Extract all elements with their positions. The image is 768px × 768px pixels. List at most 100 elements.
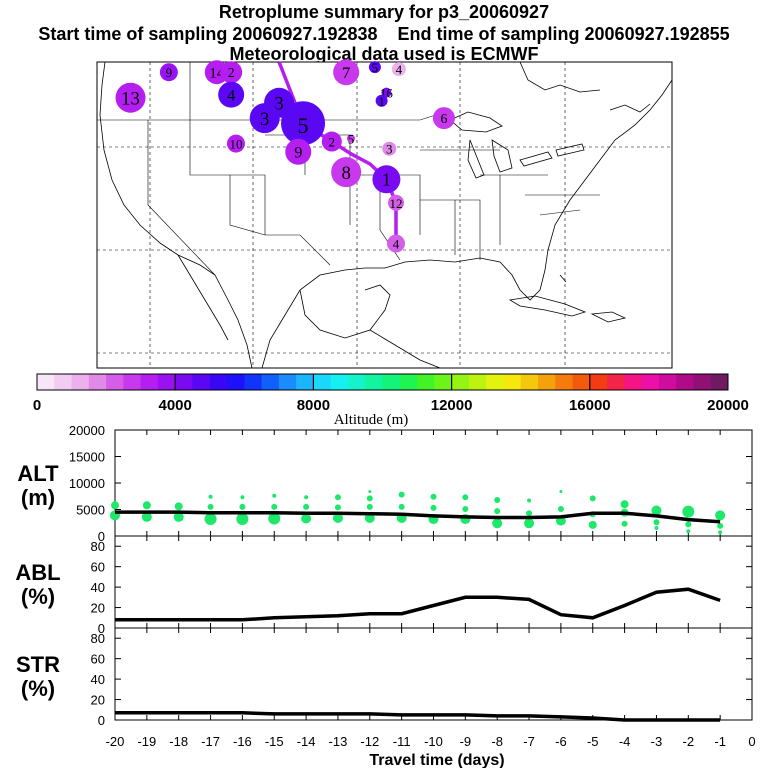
mean-altitude-line xyxy=(115,510,721,524)
x-tick-label: -9 xyxy=(460,734,472,749)
colorbar-segment xyxy=(140,374,159,390)
altitude-dot xyxy=(332,512,343,523)
colorbar-segment xyxy=(209,374,228,390)
colorbar-tick-label: 4000 xyxy=(159,397,192,414)
colorbar-tick-label: 0 xyxy=(33,397,41,414)
colorbar-segment xyxy=(157,374,176,390)
x-tick-label: -1 xyxy=(714,734,726,749)
colorbar-frame xyxy=(36,373,729,391)
map-gridlines xyxy=(97,62,672,368)
altitude-dot xyxy=(462,494,469,501)
y-tick-label: 20 xyxy=(91,601,105,616)
altitude-dot xyxy=(398,491,405,498)
altitude-dot xyxy=(494,496,501,503)
plume-marker-label: 12 xyxy=(390,196,403,211)
panel-label: STR xyxy=(16,652,60,677)
altitude-dot xyxy=(430,504,437,511)
plume-marker xyxy=(388,194,404,211)
colorbar-tick-label: 12000 xyxy=(431,397,473,414)
plume-marker xyxy=(226,134,245,153)
altitude-dot xyxy=(715,510,726,521)
colorbar-segment xyxy=(486,374,504,390)
colorbar-segment xyxy=(589,374,608,390)
altitude-dot xyxy=(208,494,213,499)
y-tick-label: 0 xyxy=(98,621,105,636)
colorbar-segment xyxy=(227,374,245,390)
plume-marker xyxy=(285,138,312,165)
altitude-colorbar xyxy=(36,373,729,391)
colorbar-segment xyxy=(468,374,487,390)
sampling-times: Start time of sampling 20060927.192838 E… xyxy=(0,24,768,44)
plume-marker xyxy=(368,61,381,74)
plume-marker xyxy=(375,94,388,107)
plume-marker-label: 3 xyxy=(260,109,269,130)
colorbar-segment xyxy=(296,374,314,390)
colorbar-segment xyxy=(278,374,297,390)
altitude-dot xyxy=(654,526,659,531)
x-tick-label: -13 xyxy=(329,734,348,749)
y-tick-label: 40 xyxy=(91,580,105,595)
colorbar-segment xyxy=(555,374,574,390)
plume-marker-label: 1 xyxy=(378,94,385,109)
x-tick-label: -3 xyxy=(651,734,663,749)
x-tick-label: -12 xyxy=(360,734,379,749)
plume-marker-label: 10 xyxy=(229,137,242,152)
colorbar-segment xyxy=(261,374,280,390)
panel-frame xyxy=(114,535,753,629)
plume-marker xyxy=(432,107,455,130)
colorbar-segment xyxy=(658,374,677,390)
plume-marker xyxy=(321,131,342,152)
plume-marker-label: 5 xyxy=(372,60,379,75)
altitude-dot xyxy=(717,522,724,529)
x-tick-label: -11 xyxy=(393,734,411,749)
colorbar-tick-label: 20000 xyxy=(707,397,749,414)
altitude-dot xyxy=(301,513,312,524)
colorbar-segment xyxy=(693,374,712,390)
x-tick-label: 0 xyxy=(748,734,755,749)
plume-marker-label: 1 xyxy=(382,170,391,190)
altitude-dot xyxy=(303,503,310,510)
x-tick-label: -16 xyxy=(233,734,252,749)
altitude-dot xyxy=(141,511,152,522)
map-coastlines xyxy=(99,61,673,369)
altitude-dot xyxy=(492,518,503,529)
plume-marker xyxy=(346,134,355,143)
plume-marker xyxy=(333,59,360,86)
y-tick-label: 0 xyxy=(98,529,105,544)
colorbar-segment xyxy=(520,374,539,390)
x-tick-label: -6 xyxy=(555,734,567,749)
x-tick-label: -17 xyxy=(201,734,220,749)
series-line xyxy=(115,711,721,722)
colorbar-segment xyxy=(330,374,349,390)
panel-abl: 0 20 40 60 80 ABL(%) xyxy=(15,535,753,636)
y-tick-label: 60 xyxy=(91,560,105,575)
altitude-dot xyxy=(368,489,372,493)
plume-marker xyxy=(249,103,280,134)
colorbar-tick-labels: 0 4000 8000 12000 16000 20000 xyxy=(33,374,749,414)
plume-marker xyxy=(387,234,405,253)
plume-marker xyxy=(391,62,406,77)
plume-marker xyxy=(382,141,397,156)
altitude-dot xyxy=(334,494,341,501)
y-tick-label: 5000 xyxy=(76,503,105,518)
colorbar-segment xyxy=(313,374,332,390)
altitude-dot xyxy=(557,505,564,512)
x-tick-label: -18 xyxy=(169,734,188,749)
colorbar-segment xyxy=(123,374,142,390)
plume-marker-label: 6 xyxy=(440,111,447,126)
altitude-dot xyxy=(239,503,246,510)
altitude-dot xyxy=(236,513,249,526)
colorbar-segment xyxy=(572,374,591,390)
colorbar-segment xyxy=(710,374,729,390)
x-tick-label: -8 xyxy=(491,734,503,749)
altitude-dot xyxy=(462,505,469,512)
altitude-dot xyxy=(304,495,309,500)
x-tick-label: -15 xyxy=(265,734,284,749)
altitude-dot xyxy=(173,511,184,522)
altitude-dot xyxy=(398,503,405,510)
x-tick-label: -7 xyxy=(523,734,535,749)
altitude-dot xyxy=(207,503,214,510)
start-time-label: Start time of sampling 20060927.192838 xyxy=(38,24,378,44)
